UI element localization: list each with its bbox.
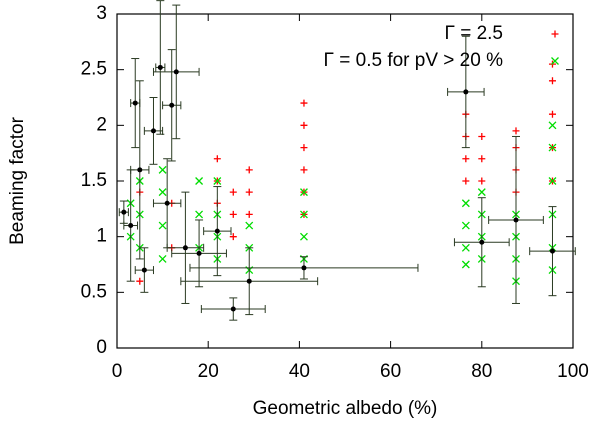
point bbox=[229, 188, 237, 196]
point bbox=[300, 232, 308, 241]
point bbox=[548, 110, 556, 118]
point bbox=[301, 265, 307, 271]
point bbox=[548, 121, 557, 130]
point bbox=[132, 100, 138, 106]
y-tick-label: 1 bbox=[96, 226, 107, 247]
point bbox=[548, 77, 556, 85]
legend-marker bbox=[551, 30, 559, 38]
point bbox=[213, 177, 222, 185]
point bbox=[512, 127, 520, 135]
point bbox=[136, 277, 144, 285]
point bbox=[195, 210, 204, 219]
point bbox=[462, 155, 470, 163]
point bbox=[173, 69, 179, 75]
point bbox=[513, 217, 519, 223]
point bbox=[157, 64, 163, 70]
point bbox=[158, 254, 167, 263]
point bbox=[121, 209, 127, 215]
point bbox=[158, 188, 167, 197]
point bbox=[169, 102, 175, 108]
point bbox=[300, 188, 308, 197]
point bbox=[245, 188, 253, 196]
point bbox=[300, 99, 308, 107]
y-tick-label: 3 bbox=[96, 3, 107, 24]
point bbox=[245, 166, 253, 174]
point bbox=[461, 260, 470, 269]
legend-label: Γ = 0.5 for pV > 20 % bbox=[324, 50, 504, 71]
point bbox=[137, 167, 143, 173]
x-tick-label: 40 bbox=[289, 361, 310, 382]
point bbox=[229, 233, 237, 241]
x-tick-label: 0 bbox=[112, 361, 123, 382]
point bbox=[229, 210, 237, 218]
point bbox=[477, 188, 486, 197]
point bbox=[461, 199, 470, 208]
y-tick-label: 2 bbox=[96, 114, 107, 135]
point bbox=[158, 165, 167, 174]
point bbox=[478, 132, 486, 140]
y-tick-label: 0 bbox=[96, 337, 107, 358]
point bbox=[548, 143, 557, 152]
point bbox=[213, 155, 221, 163]
y-axis-label: Beaming factor bbox=[7, 116, 28, 244]
point bbox=[195, 177, 204, 185]
y-tick-label: 1.5 bbox=[81, 170, 107, 191]
point bbox=[196, 250, 202, 256]
y-tick-label: 0.5 bbox=[81, 281, 107, 302]
point bbox=[300, 144, 308, 152]
point bbox=[463, 89, 469, 95]
point bbox=[461, 243, 470, 252]
y-tick-label: 2.5 bbox=[81, 59, 107, 80]
point bbox=[150, 128, 156, 134]
point bbox=[300, 166, 308, 174]
point bbox=[246, 278, 252, 284]
point bbox=[164, 200, 170, 206]
point bbox=[300, 121, 308, 129]
point bbox=[182, 245, 188, 251]
point bbox=[462, 177, 470, 185]
point bbox=[478, 177, 486, 185]
x-tick-label: 80 bbox=[471, 361, 492, 382]
legend-marker bbox=[551, 57, 559, 65]
point bbox=[548, 177, 557, 185]
x-axis-label: Geometric albedo (%) bbox=[253, 398, 438, 419]
legend-label: Γ = 2.5 bbox=[444, 23, 503, 44]
x-tick-label: 60 bbox=[380, 361, 401, 382]
point bbox=[549, 248, 555, 254]
point bbox=[141, 267, 147, 273]
point bbox=[245, 221, 254, 230]
x-tick-label: 100 bbox=[557, 361, 589, 382]
point bbox=[214, 228, 220, 234]
point bbox=[128, 223, 134, 229]
point bbox=[478, 155, 486, 163]
point bbox=[479, 239, 485, 245]
point bbox=[158, 221, 167, 230]
x-tick-label: 20 bbox=[198, 361, 219, 382]
point bbox=[461, 221, 470, 230]
point bbox=[300, 210, 308, 219]
point bbox=[245, 210, 253, 218]
point bbox=[230, 306, 236, 312]
